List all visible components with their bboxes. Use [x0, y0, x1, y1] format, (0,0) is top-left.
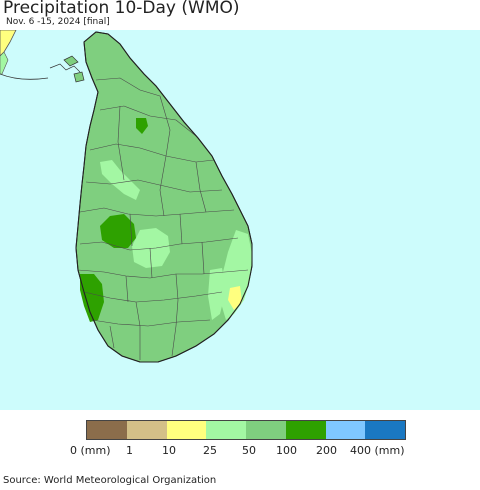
light-green-east-coast: [220, 230, 252, 320]
light-green-southeast: [208, 268, 226, 320]
date-range-subtitle: Nov. 6 -15, 2024 [final]: [6, 17, 110, 27]
district-boundaries: [77, 77, 249, 360]
india-shoreline: [0, 73, 49, 80]
adams-bridge: [49, 63, 81, 73]
legend-swatch-0: [87, 421, 127, 439]
legend-label-2: 10: [162, 444, 176, 457]
legend-swatch-6: [325, 421, 366, 439]
yellow-patch-east: [228, 286, 242, 310]
source-credit: Source: World Meteorological Organizatio…: [3, 475, 217, 486]
legend-label-4: 50: [242, 444, 256, 457]
legend-label-0: 0 (mm): [70, 444, 111, 457]
legend-label-7: 400 (mm): [350, 444, 405, 457]
legend-swatch-7: [365, 421, 405, 439]
page-title: Precipitation 10-Day (WMO): [3, 0, 240, 18]
legend-swatch-1: [126, 421, 167, 439]
legend-label-6: 200: [316, 444, 337, 457]
light-green-band-north: [100, 160, 140, 200]
legend-label-5: 100: [276, 444, 297, 457]
india-coast: [0, 30, 17, 57]
legend-label-3: 25: [203, 444, 217, 457]
legend-label-1: 1: [126, 444, 133, 457]
sri-lanka-coastline: [75, 31, 253, 363]
dark-green-patch-central: [100, 214, 136, 248]
legend-swatch-2: [166, 421, 207, 439]
india-coast-green: [0, 51, 9, 75]
legend-swatch-4: [246, 421, 286, 439]
legend-swatch-5: [285, 421, 326, 439]
precipitation-map: [0, 30, 480, 410]
legend-swatch-3: [206, 421, 246, 439]
dark-green-patch-west: [80, 274, 104, 322]
legend-labels: 0 (mm) 1 10 25 50 100 200 400 (mm): [70, 444, 420, 458]
precipitation-legend-bar: [86, 420, 406, 440]
jaffna-islets: [63, 55, 85, 83]
dark-green-small-north: [136, 118, 148, 134]
light-green-patch-central: [132, 228, 170, 268]
